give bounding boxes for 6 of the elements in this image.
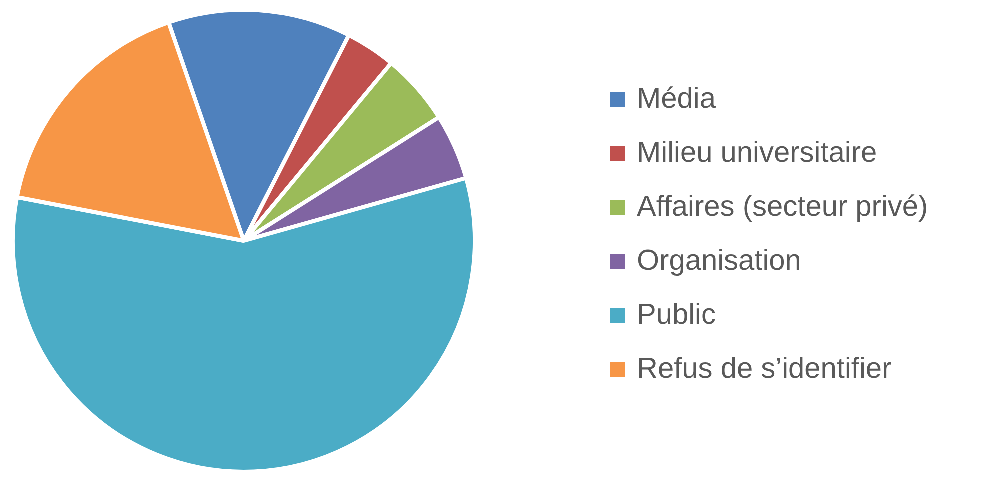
- legend-label: Affaires (secteur privé): [637, 190, 928, 224]
- legend-label: Public: [637, 298, 716, 332]
- legend-label: Organisation: [637, 244, 802, 278]
- legend-label: Média: [637, 82, 716, 116]
- legend-label: Refus de s’identifier: [637, 352, 892, 386]
- legend-label: Milieu universitaire: [637, 136, 878, 170]
